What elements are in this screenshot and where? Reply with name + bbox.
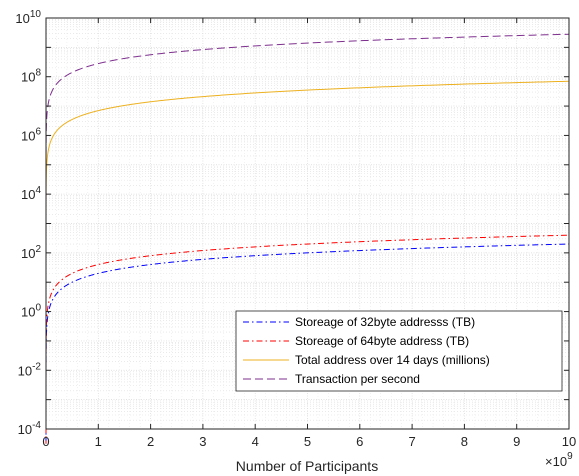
x-multiplier-base: ×10 [545,454,567,469]
x-tick-label: 0 [42,434,49,449]
y-tick-label-exponent: 0 [35,303,41,314]
legend-label-1: Storeage of 32byte addresss (TB) [295,315,475,329]
y-tick-label-exponent: 4 [35,185,41,196]
y-tick-label-base: 10 [21,305,35,320]
axis-ticks [45,17,570,430]
x-tick-label: 4 [252,434,259,449]
x-tick-label: 3 [199,434,206,449]
x-tick-label: 10 [562,434,576,449]
y-tick-label-exponent: 10 [30,9,42,20]
x-tick-label: 5 [304,434,311,449]
y-tick-label: 10-4 [18,420,42,437]
legend: Storeage of 32byte addresss (TB) Storeage… [235,310,563,392]
y-tick-label: 1010 [15,9,41,26]
y-tick-label-base: 10 [21,246,35,261]
x-tick-label: 9 [513,434,520,449]
y-tick-label-base: 10 [15,11,29,26]
y-tick-label: 106 [21,126,41,143]
series-layer [45,33,570,444]
y-tick-label-base: 10 [21,70,35,85]
y-tick-label-base: 10 [18,363,32,378]
x-tick-label: 1 [95,434,102,449]
y-tick-label-exponent: 8 [35,68,41,79]
x-tick-label: 7 [408,434,415,449]
y-tick-label: 104 [21,185,41,202]
x-tick-label: 2 [147,434,154,449]
x-multiplier-exponent: 9 [567,451,573,462]
x-multiplier: ×109 [545,451,573,469]
y-tick-label-base: 10 [21,128,35,143]
y-tick-label-exponent: 6 [35,126,41,137]
y-tick-label-exponent: -4 [32,420,41,431]
y-tick-label: 102 [21,244,41,261]
legend-label-4: Transaction per second [295,372,420,386]
series-line-4 [45,33,570,264]
y-tick-label: 108 [21,68,41,85]
y-tick-label-exponent: -2 [32,361,41,372]
legend-label-2: Storeage of 64byte address (TB) [295,334,469,348]
y-tick-label: 10-2 [18,361,42,378]
legend-label-3: Total address over 14 days (millions) [295,353,490,367]
y-tick-label-base: 10 [21,187,35,202]
x-tick-label: 8 [461,434,468,449]
y-tick-label: 100 [21,303,41,320]
x-tick-label: 6 [356,434,363,449]
x-axis-label: Number of Participants [236,458,378,474]
series-line-2 [45,234,570,444]
legend-box [235,310,563,392]
y-tick-label-base: 10 [18,422,32,437]
series-line-3 [45,80,570,311]
y-tick-label-exponent: 2 [35,244,41,255]
